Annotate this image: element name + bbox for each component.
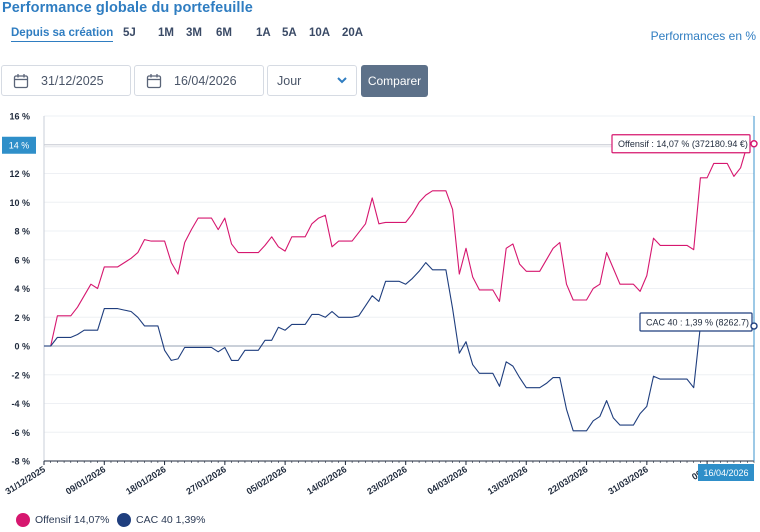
legend-offensif-dot [16,513,30,527]
x-tick-label: 31/03/2026 [606,464,650,496]
y-tick-label: 4 % [14,284,30,294]
cac40-line [44,262,755,432]
legend-offensif-label: Offensif 14,07% [35,514,110,526]
tooltip-offensif-box [611,134,751,154]
compare-button[interactable]: Comparer [361,65,428,97]
crosshair-x-label-box [698,464,754,481]
x-tick-label: 23/02/2026 [365,464,409,496]
chart-lines [44,143,755,432]
period-6m[interactable]: 6M [216,27,232,39]
y-tick-label: -2 % [11,370,30,380]
period-5j[interactable]: 5J [123,27,136,39]
performance-chart: -8 %-6 %-4 %-2 %0 %2 %4 %6 %8 %10 %12 %1… [2,112,758,497]
calendar-icon [13,73,29,88]
calendar-icon [146,73,162,88]
period-1m[interactable]: 1M [158,27,174,39]
legend-offensif[interactable]: Offensif 14,07% [16,513,110,527]
y-tick-label: 16 % [9,112,30,122]
y-tick-label: 2 % [14,313,30,323]
crosshair-y-label: 14 % [9,140,30,150]
legend-cac40-label: CAC 40 1,39% [136,514,206,526]
period-3m[interactable]: 3M [186,27,202,39]
tooltip-offensif-marker [750,140,758,148]
y-tick-label: 6 % [14,255,30,265]
x-tick-label: 04/03/2026 [426,464,470,496]
interval-value: Jour [277,73,302,88]
crosshair-x-label: 16/04/2026 [703,468,748,478]
legend-cac40-dot [117,513,131,527]
period-10a[interactable]: 10A [309,27,331,39]
y-tick-label: 8 % [14,227,30,237]
x-tick-label: 09/01/2026 [64,464,108,496]
start-date-field[interactable]: 31/12/2025 [1,65,131,96]
end-date-field[interactable]: 16/04/2026 [134,65,264,96]
chevron-down-icon [337,77,347,84]
chart-overlay: 14 % 16/04/2026 Offensif : 14,07 % (372180… [2,116,758,481]
y-tick-label: 10 % [9,198,30,208]
tooltip-offensif-text: Offensif : 14,07 % (372180.94 €) [618,139,748,149]
period-since-creation[interactable]: Depuis sa création [11,27,114,42]
y-tick-label: 12 % [9,169,30,179]
chart-grid [43,115,754,462]
x-axis: 31/12/2025 09/01/2026 18/01/2026 27/01/2026… [4,461,755,497]
y-tick-label: -6 % [11,428,30,438]
start-date-value: 31/12/2025 [41,73,104,88]
x-tick-label: 05/02/2026 [245,464,289,496]
tooltip-cac40-box [639,312,753,332]
y-axis: -8 % -6 % -4 % -2 % 0 % 2 % 4 % 6 % 8 % 10 % 12 % 1… [9,112,30,467]
period-20a[interactable]: 20A [342,27,364,39]
x-tick-label: 18/01/2026 [124,464,168,496]
end-date-value: 16/04/2026 [174,73,237,88]
x-tick-label: 31/12/2025 [4,464,48,496]
interval-select[interactable]: Jour [267,65,357,96]
tooltip-cac40-marker [750,322,758,330]
y-tick-label: -8 % [11,457,30,467]
crosshair-y-label-box [2,136,36,154]
page-title: Performance globale du portefeuille [2,0,253,16]
tooltip-cac40-text: CAC 40 : 1,39 % (8262.7) [646,318,749,328]
period-1a[interactable]: 1A [256,27,271,39]
x-tick-label: 22/03/2026 [546,464,590,496]
y-tick-label: -4 % [11,399,30,409]
y-tick-label: 0 % [14,342,30,352]
x-tick-label: 27/01/2026 [184,464,228,496]
period-5a[interactable]: 5A [282,27,297,39]
performance-unit-label: Performances en % [650,29,756,43]
offensif-line [44,143,755,347]
legend-cac40[interactable]: CAC 40 1,39% [117,513,205,527]
x-tick-label: 13/03/2026 [486,464,530,496]
x-tick-label: 14/02/2026 [305,464,349,496]
